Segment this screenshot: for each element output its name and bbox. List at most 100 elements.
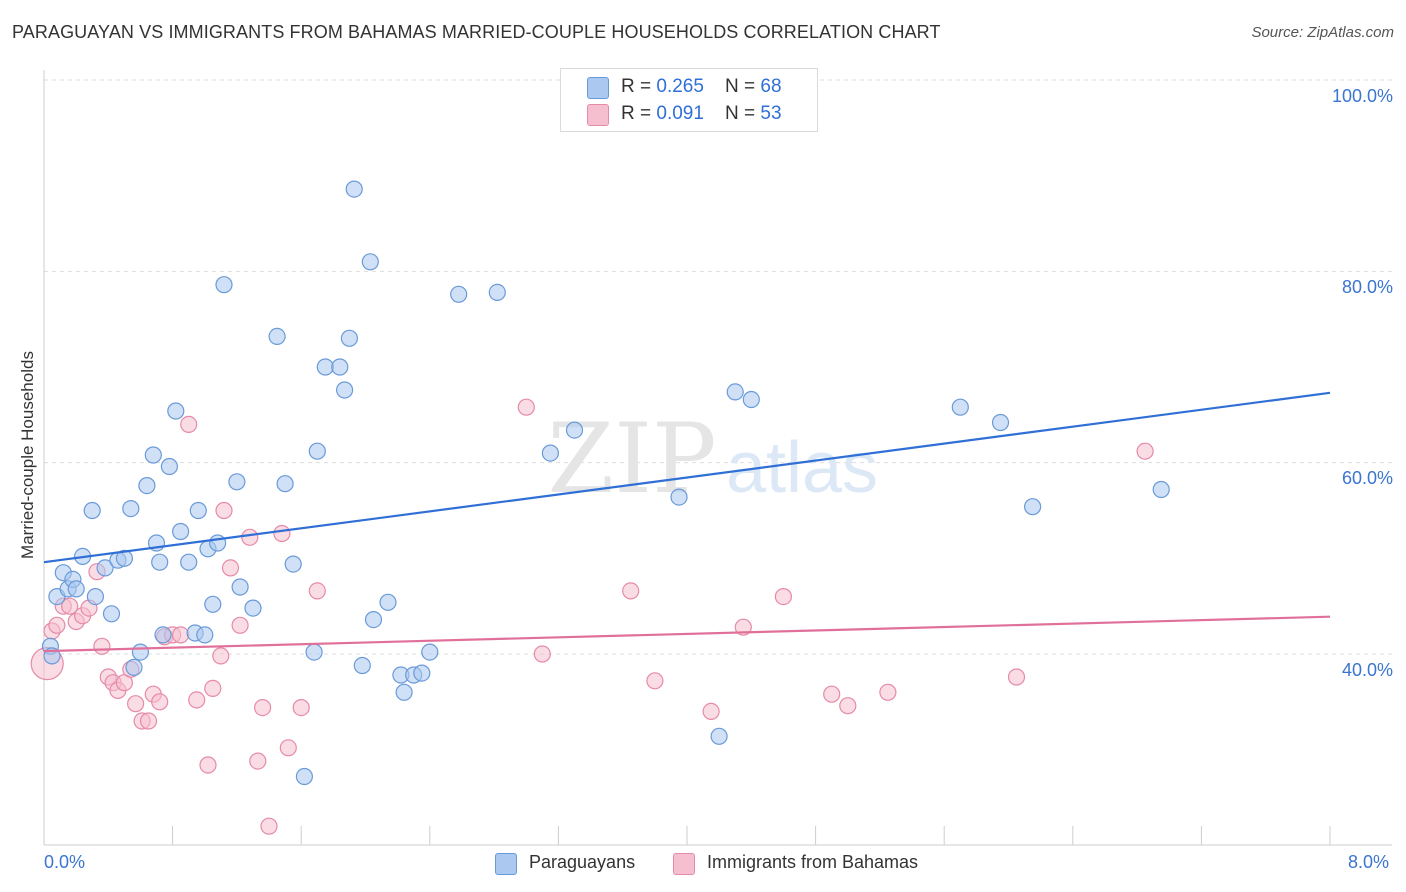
paraguayan-point xyxy=(951,398,969,416)
paraguayan-point xyxy=(204,595,222,613)
y-tick-label: 100.0% xyxy=(1331,86,1393,106)
paraguayan-point xyxy=(1152,480,1170,499)
y-tick-label: 40.0% xyxy=(1341,660,1393,680)
legend-swatch-blue xyxy=(495,853,517,875)
x-tick-label-max: 8.0% xyxy=(1348,852,1390,872)
watermark-zip: ZIP xyxy=(547,403,716,515)
paraguayan-point xyxy=(361,253,379,271)
paraguayan-point xyxy=(450,285,468,303)
paraguayan-point xyxy=(144,446,162,464)
watermark-atlas: atlas xyxy=(726,428,878,508)
legend-label: Paraguayans xyxy=(529,852,636,872)
paraguayan-point xyxy=(305,643,323,661)
paraguayan-point xyxy=(353,656,371,675)
immigrants-bahamas-points xyxy=(30,398,1154,835)
paraguayans-points xyxy=(41,180,1170,786)
bahamas-point xyxy=(774,587,793,606)
bahamas-point xyxy=(127,695,145,713)
bahamas-point xyxy=(533,645,551,663)
paraguayan-point xyxy=(131,643,149,661)
paraguayan-point xyxy=(180,553,198,571)
bahamas-point xyxy=(1007,668,1026,686)
legend-label: Immigrants from Bahamas xyxy=(707,852,919,872)
paraguayan-point xyxy=(295,767,313,786)
paraguayan-point xyxy=(172,522,190,541)
bahamas-point xyxy=(839,697,857,715)
x-tick-label-min: 0.0% xyxy=(44,852,86,872)
correlation-legend: R = 0.265 N = 68 R = 0.091 N = 53 xyxy=(560,68,818,132)
paraguayan-point xyxy=(345,180,363,198)
paraguayan-point xyxy=(215,276,233,294)
bahamas-point xyxy=(241,528,259,546)
paraguayans-trend-line xyxy=(43,391,1331,564)
paraguayan-point xyxy=(86,587,105,606)
chart-title: PARAGUAYAN VS IMMIGRANTS FROM BAHAMAS MA… xyxy=(12,22,941,42)
paraguayan-point xyxy=(125,658,143,677)
bahamas-point xyxy=(1136,442,1154,460)
bahamas-point xyxy=(180,415,198,433)
bahamas-point xyxy=(279,739,297,757)
paraguayan-point xyxy=(395,683,413,701)
bahamas-point xyxy=(273,524,291,543)
bahamas-point xyxy=(254,698,272,717)
legend-swatch-blue xyxy=(587,77,609,99)
bahamas-point xyxy=(646,672,664,690)
legend-swatch-pink xyxy=(587,104,609,126)
paraguayan-point xyxy=(488,283,506,301)
paraguayan-point xyxy=(379,593,397,611)
paraguayan-point xyxy=(189,501,207,520)
source-label: Source: ZipAtlas.com xyxy=(1251,24,1394,41)
paraguayan-point xyxy=(276,475,294,493)
paraguayan-point xyxy=(331,358,349,376)
bahamas-point xyxy=(204,679,222,698)
paraguayan-point xyxy=(196,626,214,644)
paraguayan-point xyxy=(209,534,227,552)
bahamas-trend-line xyxy=(43,615,1331,653)
paraguayan-point xyxy=(268,327,286,345)
bahamas-point xyxy=(188,691,206,709)
paraguayan-point xyxy=(742,390,760,409)
paraguayan-point xyxy=(115,549,134,567)
paraguayan-point xyxy=(413,664,431,682)
paraguayan-point xyxy=(67,580,85,598)
bahamas-point xyxy=(221,559,240,577)
bahamas-point xyxy=(151,693,169,711)
paraguayan-point xyxy=(710,727,728,745)
paraguayan-point xyxy=(340,329,358,347)
gridlines xyxy=(44,79,1392,655)
bahamas-point xyxy=(61,597,79,615)
paraguayan-point xyxy=(670,488,688,506)
bahamas-point xyxy=(308,582,326,600)
paraguayan-point xyxy=(151,553,169,571)
paraguayan-point xyxy=(167,402,185,420)
paraguayan-point xyxy=(364,610,383,629)
paraguayan-point xyxy=(991,413,1010,432)
bahamas-point xyxy=(292,698,310,717)
bahamas-point xyxy=(249,752,267,770)
watermark: ZIP atlas xyxy=(547,403,878,515)
paraguayan-point xyxy=(421,643,439,661)
paraguayan-point xyxy=(83,501,101,520)
bahamas-point xyxy=(622,582,640,600)
y-axis-label: Married-couple Households xyxy=(18,351,37,559)
legend-text: R = 0.091 N = 53 xyxy=(621,103,782,124)
paraguayan-point xyxy=(1023,498,1042,516)
y-tick-label: 80.0% xyxy=(1341,277,1393,297)
paraguayan-point xyxy=(284,555,302,573)
bahamas-point xyxy=(260,817,278,835)
axes xyxy=(43,70,1392,846)
y-tick-label: 60.0% xyxy=(1341,468,1393,488)
bahamas-point xyxy=(199,756,217,774)
paraguayan-point xyxy=(336,381,354,399)
paraguayan-point xyxy=(308,442,326,460)
bahamas-point xyxy=(139,712,158,730)
paraguayan-point xyxy=(231,578,249,596)
bahamas-point xyxy=(172,626,190,644)
bahamas-point xyxy=(517,398,535,416)
bahamas-point xyxy=(702,702,720,721)
paraguayan-point xyxy=(565,421,584,439)
bahamas-point xyxy=(48,616,66,634)
paraguayan-point xyxy=(726,383,744,401)
paraguayan-point xyxy=(228,473,246,491)
legend-text: R = 0.265 N = 68 xyxy=(621,76,782,97)
